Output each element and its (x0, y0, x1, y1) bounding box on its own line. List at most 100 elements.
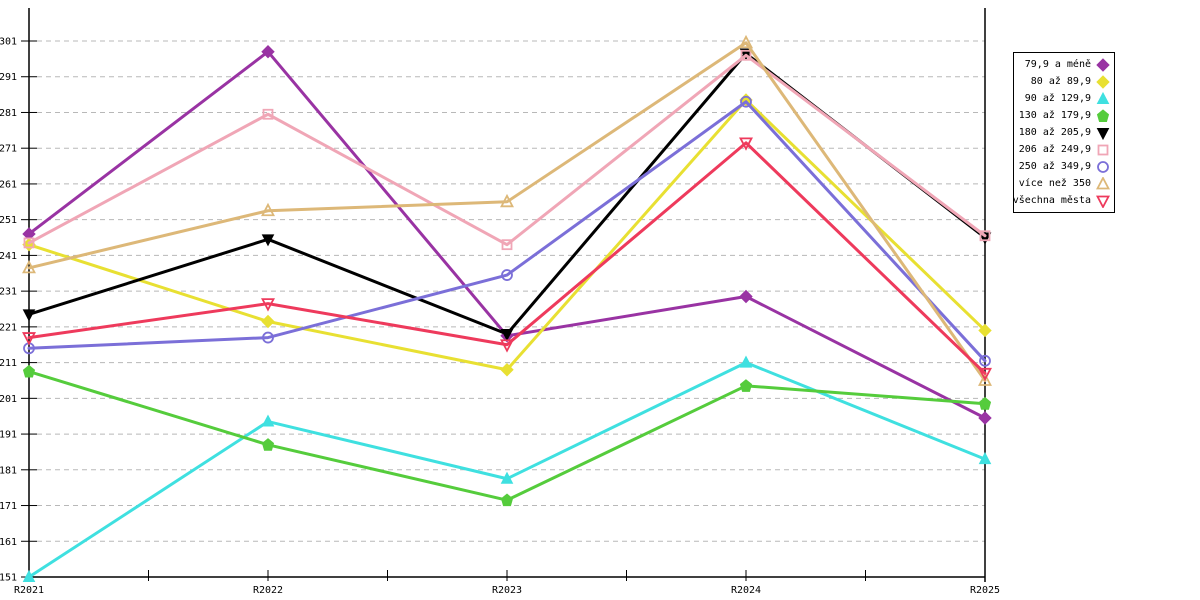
series-marker-3 (261, 438, 275, 451)
series-marker-4 (261, 234, 275, 247)
series-marker-4 (22, 309, 36, 322)
y-axis-tick-label: 181 (0, 465, 17, 476)
triangle-up-marker-icon (1096, 91, 1110, 104)
series-line-8 (27, 141, 987, 375)
diamond-marker-icon (1096, 57, 1110, 72)
series-marker-7 (500, 193, 514, 208)
series-marker-4 (978, 232, 992, 245)
diamond-marker-icon (1096, 74, 1110, 89)
series-marker-5 (979, 230, 991, 242)
y-axis-tick-label: 161 (0, 537, 17, 548)
legend-label: 80 až 89,9 (1030, 76, 1091, 87)
triangle-down-marker-icon (1096, 127, 1110, 140)
y-axis-tick-label: 211 (0, 358, 17, 369)
y-axis-tick-label: 271 (0, 144, 17, 155)
pentagon-marker-icon (1096, 108, 1110, 122)
series-marker-5 (262, 108, 274, 120)
series-marker-6 (740, 95, 752, 108)
series-marker-6 (979, 354, 991, 367)
series-marker-1 (500, 363, 514, 377)
series-marker-8 (261, 298, 275, 312)
series-marker-8 (22, 332, 36, 346)
y-axis-tick-label: 261 (0, 179, 17, 190)
series-marker-5 (23, 237, 35, 249)
y-axis-tick-label: 251 (0, 215, 17, 226)
series-marker-0 (261, 45, 275, 59)
series-marker-7 (22, 259, 36, 274)
series-marker-3 (500, 493, 514, 507)
y-axis-tick-label: 201 (0, 394, 17, 405)
legend-item: 79,9 a méně (1016, 56, 1110, 73)
legend-label: více než 350 (1018, 178, 1091, 189)
series-marker-7 (261, 202, 275, 217)
series-marker-1 (978, 323, 992, 338)
series-marker-2 (500, 471, 514, 484)
circle-marker-icon (1097, 160, 1109, 173)
y-axis-tick-label: 291 (0, 72, 17, 83)
series-marker-1 (261, 314, 275, 329)
series-marker-8 (739, 137, 753, 151)
y-axis-tick-label: 171 (0, 501, 17, 512)
series-marker-0 (978, 411, 992, 425)
series-marker-4 (500, 329, 514, 342)
square-marker-icon (1097, 144, 1109, 155)
x-axis-tick-label: R2025 (970, 585, 1000, 596)
series-marker-2 (978, 452, 992, 465)
y-axis-tick-label: 281 (0, 108, 17, 119)
series-marker-5 (501, 239, 513, 251)
x-axis-tick-label: R2024 (731, 585, 761, 596)
series-marker-6 (262, 331, 274, 344)
series-line-5 (27, 53, 987, 247)
series-marker-7 (978, 372, 992, 386)
series-line-6 (27, 100, 987, 363)
legend-label: 250 až 349,9 (1018, 161, 1091, 172)
diamond-marker-icon (1096, 57, 1110, 72)
legend-item: všechna města (1012, 192, 1110, 209)
triangle-down-marker-icon (1096, 195, 1110, 208)
y-axis-tick-label: 191 (0, 430, 17, 441)
y-axis-tick-label: 151 (0, 573, 17, 584)
square-marker-icon (1097, 144, 1109, 155)
series-marker-7 (739, 34, 753, 49)
circle-marker-icon (1097, 160, 1109, 173)
triangle-down-marker-icon (1096, 127, 1110, 140)
x-axis-tick-label: R2023 (492, 585, 522, 596)
legend-label: 130 až 179,9 (1018, 110, 1091, 121)
x-axis-tick-label: R2021 (14, 585, 44, 596)
legend-item: 180 až 205,9 (1016, 124, 1110, 141)
diamond-marker-icon (1096, 74, 1110, 89)
series-marker-2 (739, 355, 753, 368)
series-marker-3 (978, 397, 992, 410)
legend-item: 206 až 249,9 (1016, 141, 1110, 158)
series-marker-8 (978, 367, 992, 382)
series-marker-5 (740, 49, 752, 61)
triangle-up-marker-icon (1096, 176, 1110, 189)
legend-item: více než 350 (1016, 175, 1110, 192)
series-line-7 (27, 41, 987, 382)
legend-label: 79,9 a méně (1024, 59, 1091, 70)
x-axis-tick-label: R2022 (253, 585, 283, 596)
y-axis-tick-label: 301 (0, 37, 17, 48)
legend-item: 250 až 349,9 (1016, 158, 1110, 175)
series-marker-2 (261, 414, 275, 427)
y-axis-tick-label: 221 (0, 322, 17, 333)
triangle-up-marker-icon (1096, 176, 1110, 189)
legend-label: všechna města (1012, 195, 1091, 206)
legend: 79,9 a méně 80 až 89,9 90 až 129,9 130 až 1… (1013, 52, 1115, 213)
y-axis-tick-label: 231 (0, 287, 17, 298)
legend-label: 90 až 129,9 (1024, 93, 1091, 104)
series-marker-3 (22, 364, 36, 378)
triangle-down-marker-icon (1096, 195, 1110, 208)
series-marker-3 (739, 379, 753, 392)
pentagon-marker-icon (1096, 108, 1110, 122)
legend-item: 80 až 89,9 (1016, 73, 1110, 90)
legend-label: 180 až 205,9 (1018, 127, 1091, 138)
legend-label: 206 až 249,9 (1018, 144, 1091, 155)
y-axis-tick-label: 241 (0, 251, 17, 262)
legend-item: 90 až 129,9 (1016, 90, 1110, 107)
series-marker-2 (22, 569, 36, 582)
series-marker-0 (739, 289, 753, 304)
legend-item: 130 až 179,9 (1016, 107, 1110, 124)
